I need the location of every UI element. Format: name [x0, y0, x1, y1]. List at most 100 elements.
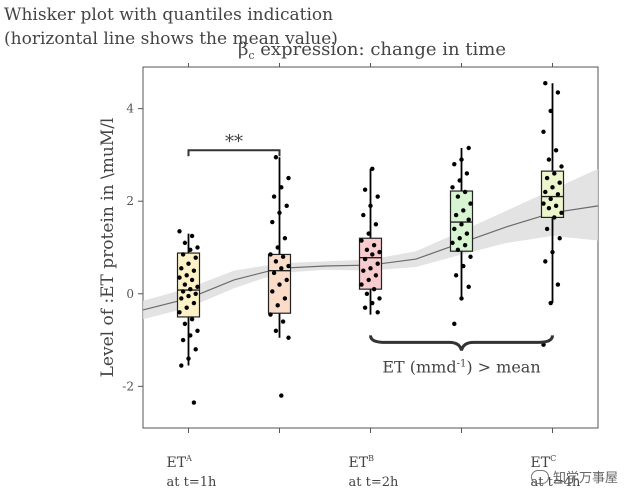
data-point — [557, 180, 562, 185]
data-point — [373, 222, 379, 227]
data-point — [553, 203, 559, 209]
data-point — [191, 400, 197, 405]
data-point — [371, 242, 377, 248]
data-point — [555, 192, 561, 197]
data-point — [544, 226, 550, 232]
x-label-sup: A — [185, 454, 192, 463]
data-point — [184, 305, 189, 310]
data-point — [457, 236, 462, 241]
data-point — [182, 240, 188, 246]
y-tick-label: -2 — [122, 379, 134, 393]
data-point — [364, 291, 370, 296]
data-point — [368, 203, 373, 209]
data-point — [177, 310, 182, 315]
data-point — [186, 293, 191, 299]
watermark-text: 知学万事屋 — [552, 471, 618, 486]
data-point — [179, 266, 184, 271]
y-tick-label: 0 — [126, 287, 134, 301]
data-point — [450, 185, 455, 190]
data-point — [271, 194, 277, 199]
data-point — [188, 333, 193, 338]
data-point — [177, 275, 182, 280]
data-point — [284, 203, 289, 209]
data-point — [370, 300, 375, 306]
data-point — [543, 80, 548, 86]
x-label-sup: B — [368, 454, 374, 463]
data-point — [277, 282, 282, 287]
data-point — [366, 231, 371, 236]
y-axis-label: Level of :ET protein in \muM/l — [98, 118, 118, 378]
x-tick-label: ETA — [167, 454, 193, 471]
data-point — [461, 208, 466, 213]
data-point — [544, 175, 550, 181]
data-point — [182, 282, 188, 287]
data-point — [543, 259, 548, 264]
data-point — [273, 259, 279, 264]
data-point — [180, 337, 186, 343]
data-point — [546, 157, 552, 162]
x-label-main: ET — [167, 455, 187, 471]
data-point — [371, 286, 377, 292]
data-point — [452, 321, 457, 327]
data-point — [452, 161, 457, 167]
data-point — [189, 277, 195, 283]
data-point — [186, 356, 191, 361]
data-point — [553, 148, 559, 153]
data-point — [555, 90, 561, 95]
data-point — [182, 321, 188, 327]
data-point — [375, 261, 380, 266]
data-point — [282, 296, 288, 301]
data-point — [559, 164, 564, 169]
data-point — [193, 255, 198, 260]
data-point — [275, 303, 280, 308]
data-point — [464, 171, 470, 176]
data-point — [189, 233, 195, 239]
data-point — [468, 254, 473, 259]
data-point — [188, 286, 193, 292]
data-point — [464, 231, 470, 236]
data-point — [466, 284, 471, 290]
data-point — [466, 217, 471, 222]
data-point — [453, 273, 459, 278]
data-point — [455, 247, 461, 253]
data-point — [195, 328, 200, 334]
data-point — [361, 212, 366, 218]
data-point — [286, 175, 291, 181]
data-point — [362, 256, 368, 262]
data-point — [280, 319, 286, 324]
data-point — [186, 261, 191, 266]
watermark: 知学万事屋 — [530, 467, 618, 486]
data-point — [370, 252, 375, 257]
data-point — [364, 247, 370, 253]
x-label-time: at t=2h — [349, 475, 399, 490]
data-point — [455, 194, 461, 199]
x-label-main: ET — [531, 455, 551, 471]
data-point — [552, 171, 557, 176]
data-point — [373, 273, 379, 278]
data-point — [543, 189, 548, 195]
data-point — [548, 108, 553, 114]
x-label-time: at t=1h — [167, 475, 217, 490]
data-point — [459, 157, 464, 162]
data-point — [368, 266, 373, 271]
data-point — [362, 305, 368, 310]
data-point — [550, 185, 555, 190]
data-point — [191, 268, 197, 273]
x-tick-label: ETB — [349, 454, 375, 471]
data-point — [273, 328, 279, 334]
data-point — [277, 210, 282, 215]
data-point — [459, 222, 464, 227]
data-point — [461, 263, 466, 269]
data-point — [271, 270, 277, 276]
data-point — [359, 238, 364, 243]
significance-bracket — [187, 149, 281, 157]
title-main: β — [238, 39, 248, 60]
brace-label-end: ) > mean — [466, 357, 540, 376]
data-point — [359, 282, 364, 287]
y-tick-label: 4 — [126, 102, 134, 116]
data-point — [466, 145, 471, 151]
wechat-icon — [530, 470, 549, 484]
box — [449, 190, 474, 252]
data-point — [552, 215, 557, 220]
data-point — [377, 249, 382, 255]
